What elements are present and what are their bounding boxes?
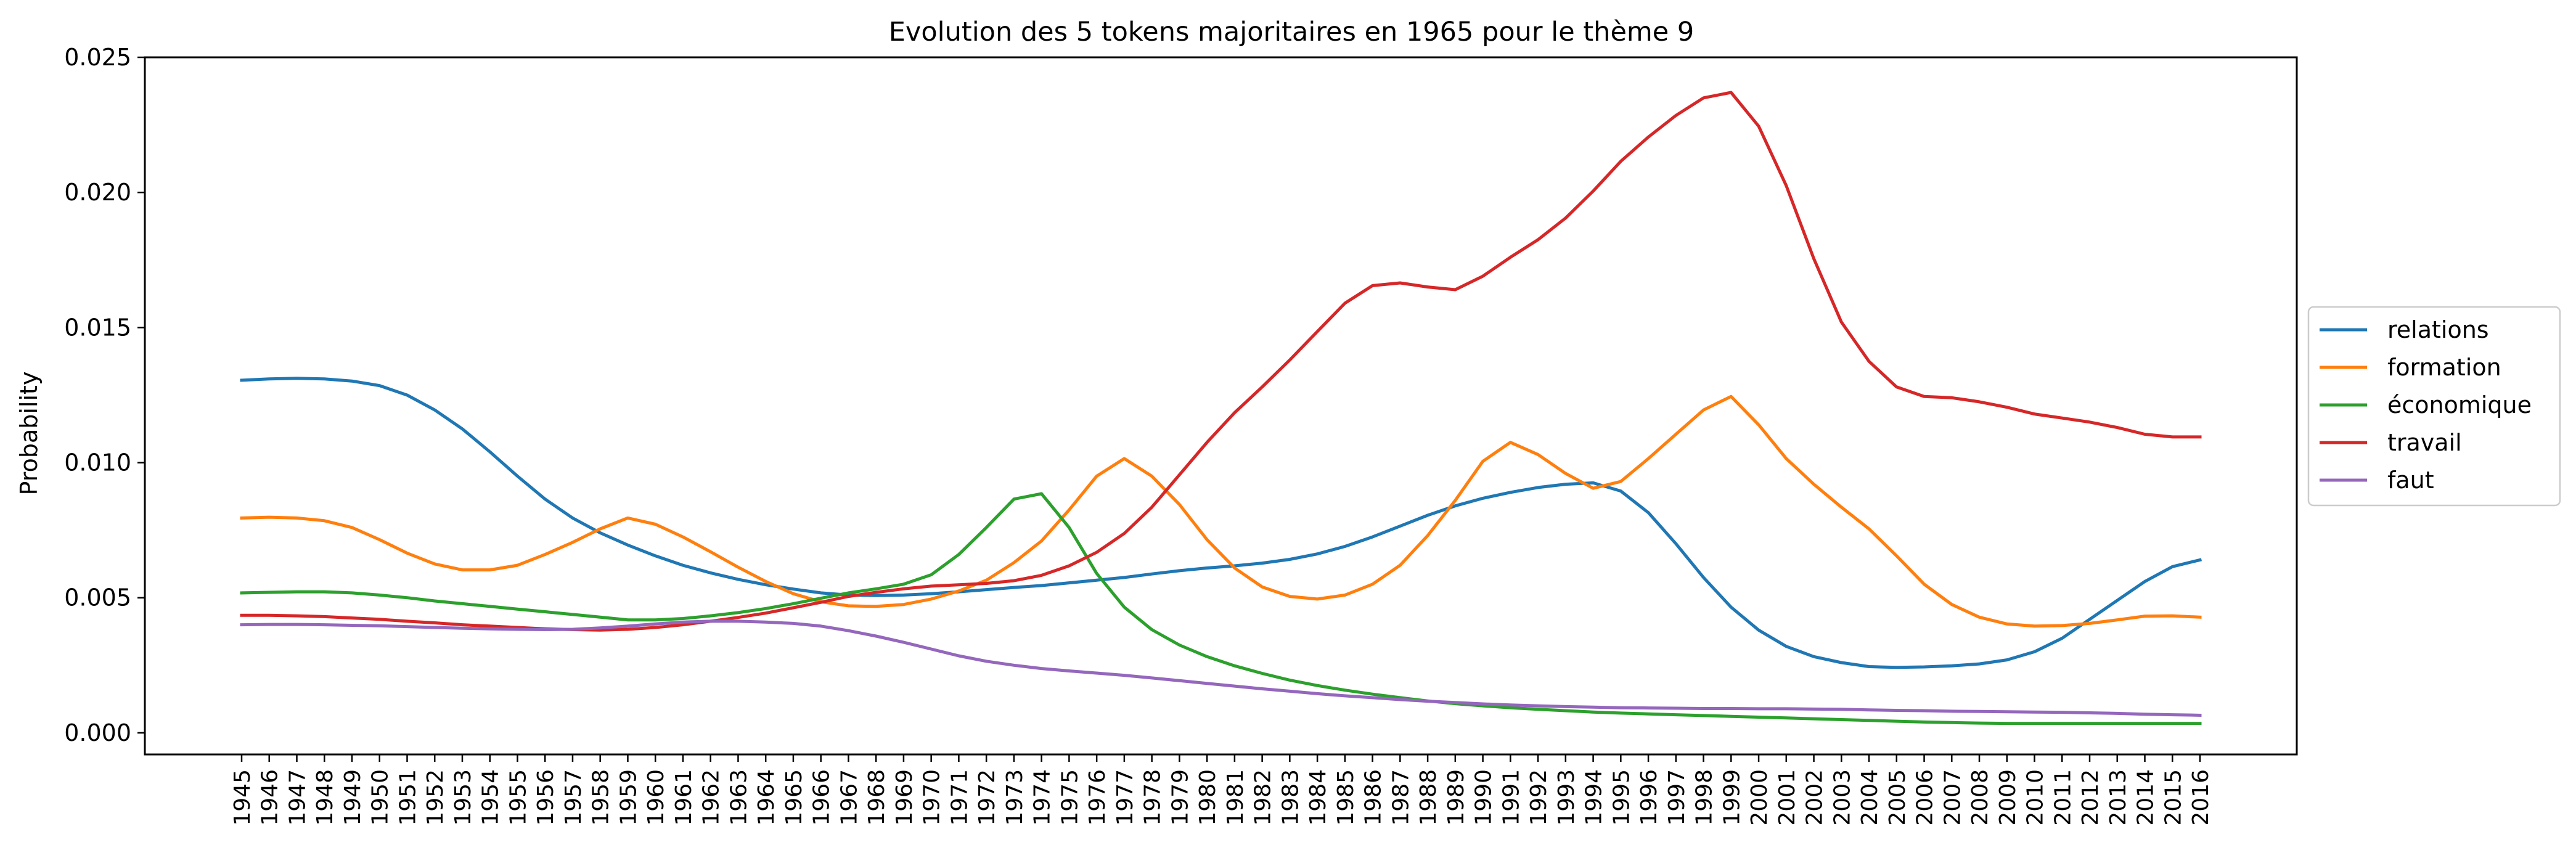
chart-title: Evolution des 5 tokens majoritaires en 1… [889,17,1695,47]
x-tick-label: 2004 [1857,769,1883,826]
x-tick-label: 1980 [1195,769,1221,826]
x-tick-label: 1948 [313,769,338,826]
x-tick-label: 2006 [1913,769,1938,826]
legend: relations formation économique travail faut [2307,306,2561,507]
x-tick-label: 2003 [1830,769,1855,826]
x-tick-label: 1960 [644,769,669,826]
x-tick-label: 1977 [1113,769,1138,826]
x-tick-label: 2009 [1995,769,2021,826]
x-tick-label: 1949 [340,769,366,826]
x-tick-label: 1950 [368,769,393,826]
x-tick-label: 1963 [726,769,751,826]
x-tick-label: 1959 [616,769,641,826]
x-tick-label: 1954 [478,769,504,826]
x-tick-label: 1974 [1030,769,1055,826]
x-tick-label: 1961 [671,769,697,826]
x-tick-label: 1970 [920,769,945,826]
x-tick-label: 1952 [423,769,448,826]
x-tick-label: 1985 [1333,769,1359,826]
x-tick-label: 1981 [1223,769,1248,826]
x-tick-label: 2015 [2161,769,2186,826]
x-tick-label: 2007 [1940,769,1965,826]
legend-label: relations [2387,316,2489,343]
x-tick-label: 1953 [451,769,476,826]
x-tick-label: 1991 [1499,769,1524,826]
x-tick-label: 2001 [1775,769,1800,826]
x-tick-label: 1969 [892,769,917,826]
x-tick-label: 1973 [1002,769,1028,826]
x-tick-label: 1999 [1719,769,1744,826]
y-tick-label: 0.000 [64,719,131,746]
x-tick-label: 1997 [1664,769,1690,826]
y-tick-label: 0.005 [64,584,131,611]
x-tick-label: 1964 [754,769,779,826]
x-tick-label: 2000 [1747,769,1772,826]
x-tick-label: 2012 [2078,769,2103,826]
y-tick-label: 0.010 [64,449,131,476]
plot-frame [144,56,2298,756]
x-tick-label: 1965 [782,769,807,826]
x-tick-label: 1984 [1306,769,1331,826]
x-tick-label: 2011 [2050,769,2075,826]
legend-label: économique [2387,391,2532,419]
y-tick-label: 0.025 [64,44,131,71]
x-tick-label: 1968 [864,769,889,826]
x-tick-label: 2005 [1885,769,1910,826]
x-tick-label: 1971 [947,769,972,826]
x-tick-label: 1956 [533,769,558,826]
x-tick-label: 1962 [699,769,724,826]
x-tick-label: 1945 [230,769,255,826]
x-tick-label: 1966 [809,769,835,826]
series-line-formation [240,394,2202,628]
x-tick-label: 1951 [395,769,420,826]
x-tick-label: 2013 [2106,769,2131,826]
legend-box [2307,306,2561,507]
legend-label: faut [2387,467,2434,494]
x-tick-label: 1995 [1609,769,1634,826]
series-line-économique [240,492,2202,725]
x-tick-label: 1990 [1471,769,1497,826]
x-tick-label: 1975 [1057,769,1082,826]
legend-label: formation [2387,354,2501,381]
x-tick-label: 1957 [561,769,586,826]
x-tick-label: 1947 [285,769,310,826]
x-tick-label: 1989 [1444,769,1469,826]
x-tick-label: 2010 [2023,769,2048,826]
x-tick-label: 1982 [1251,769,1276,826]
x-tick-label: 1998 [1692,769,1717,826]
x-tick-label: 1976 [1085,769,1110,826]
x-tick-label: 1988 [1416,769,1441,826]
series-line-faut [240,619,2202,717]
y-tick-label: 0.020 [64,179,131,206]
x-tick-label: 1986 [1361,769,1386,826]
x-tick-label: 1996 [1637,769,1662,826]
x-tick-label: 2014 [2133,769,2159,826]
legend-label: travail [2387,429,2462,456]
x-tick-label: 1955 [505,769,531,826]
x-tick-label: 1979 [1167,769,1193,826]
x-tick-label: 2008 [1968,769,1993,826]
x-tick-label: 1958 [589,769,614,826]
x-tick-label: 1967 [836,769,862,826]
x-tick-label: 1994 [1582,769,1607,826]
x-tick-label: 2016 [2188,769,2214,826]
series-line-travail [240,91,2202,632]
x-tick-label: 1992 [1526,769,1552,826]
x-tick-label: 1972 [975,769,1000,826]
y-axis-label: Probability [15,372,43,496]
x-tick-label: 1987 [1388,769,1413,826]
x-tick-label: 2002 [1802,769,1828,826]
x-tick-label: 1983 [1278,769,1303,826]
series-line-relations [240,377,2202,669]
x-tick-label: 1993 [1554,769,1579,826]
y-tick-label: 0.015 [64,314,131,341]
x-tick-label: 1946 [258,769,283,826]
x-tick-label: 1978 [1140,769,1166,826]
